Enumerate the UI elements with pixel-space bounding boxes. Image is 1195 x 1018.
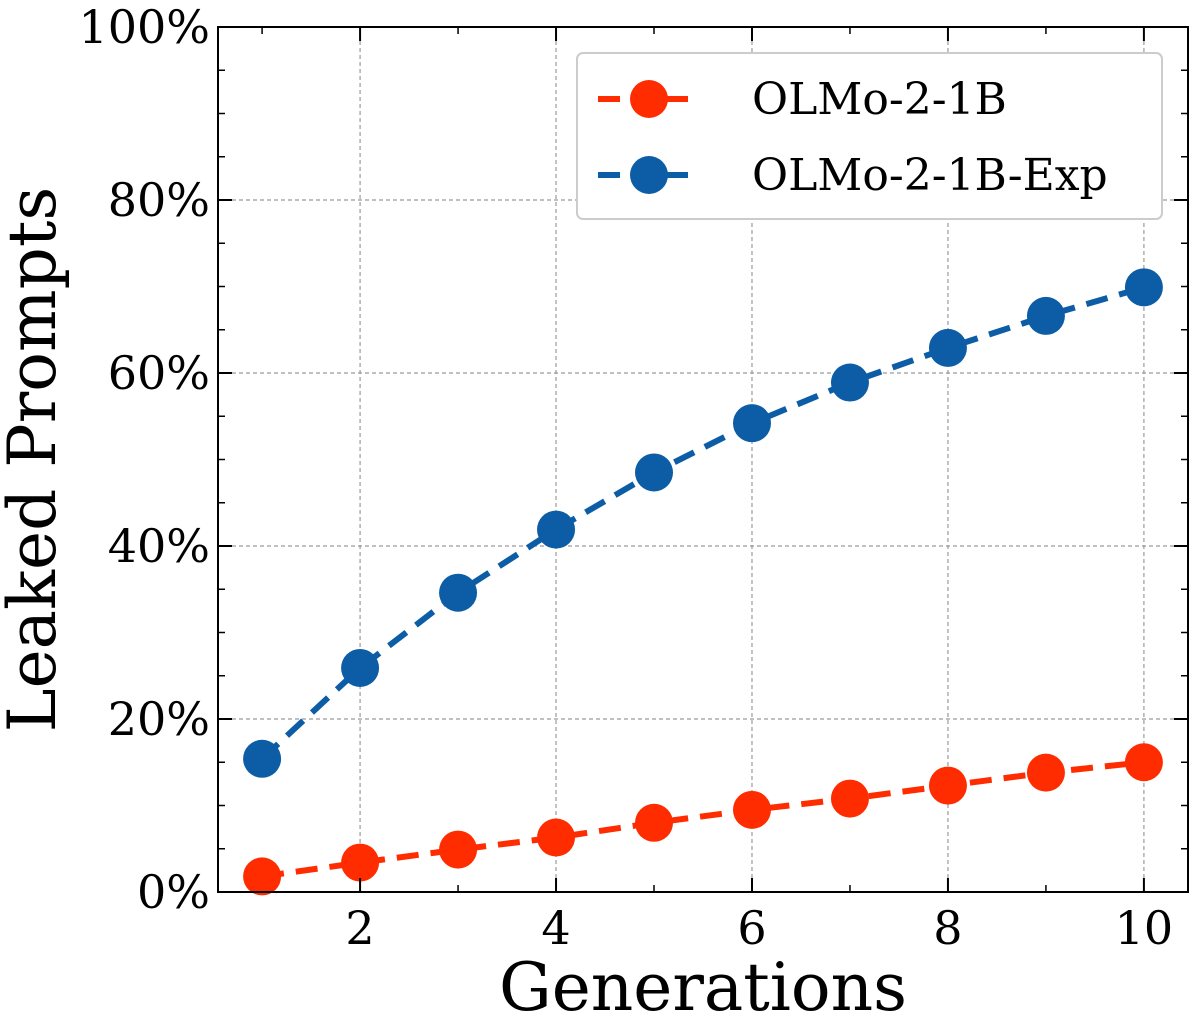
data-point-olmo-2-1b — [1124, 743, 1163, 782]
data-point-olmo-2-1b-exp — [341, 648, 380, 687]
x-axis-title: Generations — [499, 949, 907, 1018]
tick-labels: 2 4 6 8 100%20%40%60%80%100% — [78, 0, 1173, 955]
data-point-olmo-2-1b — [732, 790, 771, 829]
data-point-olmo-2-1b — [341, 843, 380, 882]
x-tick-label: 10 — [1115, 901, 1174, 955]
data-point-olmo-2-1b-exp — [732, 404, 771, 443]
y-tick-label: 20% — [108, 692, 210, 746]
y-tick-label: 40% — [108, 519, 210, 573]
data-point-olmo-2-1b — [635, 803, 674, 842]
data-point-olmo-2-1b — [537, 818, 576, 857]
data-point-olmo-2-1b-exp — [1124, 268, 1163, 307]
data-point-olmo-2-1b — [830, 779, 869, 818]
legend-item-olmo-2-1b: OLMo-2-1B — [598, 74, 1007, 125]
y-tick-label: 80% — [108, 173, 210, 227]
series-olmo-2-1b — [243, 743, 1163, 896]
x-tick-label: 2 — [345, 901, 374, 955]
x-tick-label: 6 — [737, 901, 766, 955]
y-tick-label: 100% — [78, 0, 210, 54]
x-tick-label: 4 — [541, 901, 570, 955]
legend-marker-olmo-2-1b-exp — [630, 156, 668, 194]
plot-frame — [217, 26, 1189, 893]
legend-item-olmo-2-1b-exp: OLMo-2-1B-Exp — [598, 150, 1108, 201]
data-point-olmo-2-1b-exp — [928, 328, 967, 367]
data-point-olmo-2-1b-exp — [830, 363, 869, 402]
major-ticks — [218, 26, 1188, 893]
data-point-olmo-2-1b — [243, 857, 282, 896]
data-point-olmo-2-1b-exp — [635, 453, 674, 492]
series-line-olmo-2-1b-exp — [260, 284, 1145, 761]
data-point-olmo-2-1b — [439, 830, 478, 869]
data-point-olmo-2-1b-exp — [243, 739, 282, 778]
series-olmo-2-1b-exp — [243, 268, 1163, 778]
legend-label-olmo-2-1b: OLMo-2-1B — [752, 74, 1007, 125]
y-tick-label: 60% — [108, 346, 210, 400]
data-point-olmo-2-1b — [928, 766, 967, 805]
legend-box — [576, 52, 1163, 220]
series-layer — [243, 268, 1163, 896]
legend: OLMo-2-1B OLMo-2-1B-Exp — [576, 52, 1163, 220]
x-tick-label: 8 — [933, 901, 962, 955]
series-line-olmo-2-1b — [261, 759, 1145, 880]
data-point-olmo-2-1b-exp — [537, 510, 576, 549]
data-point-olmo-2-1b-exp — [439, 573, 478, 612]
y-axis-title: Leaked Prompts — [0, 187, 71, 732]
minor-ticks — [218, 27, 1188, 892]
legend-marker-olmo-2-1b — [630, 80, 668, 118]
data-point-olmo-2-1b-exp — [1026, 296, 1065, 335]
y-tick-label: 0% — [137, 865, 210, 919]
legend-label-olmo-2-1b-exp: OLMo-2-1B-Exp — [752, 150, 1108, 201]
data-point-olmo-2-1b — [1026, 753, 1065, 792]
